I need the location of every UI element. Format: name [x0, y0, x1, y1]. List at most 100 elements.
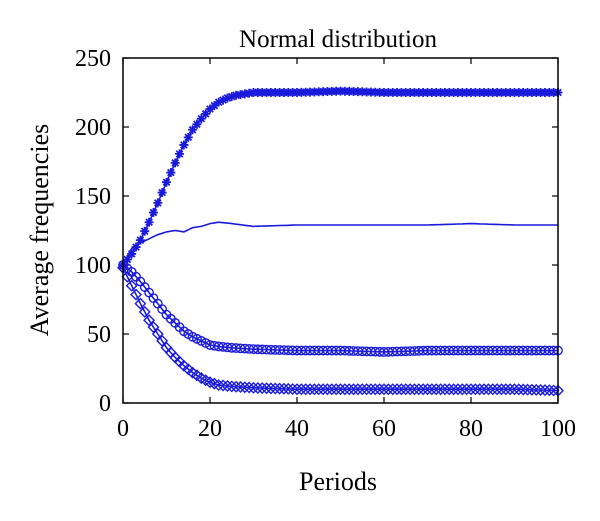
data-point: [534, 384, 547, 397]
data-point: [286, 383, 299, 396]
data-point: [395, 383, 408, 396]
plot-series: [117, 86, 564, 397]
series-line: [122, 90, 558, 266]
data-point: [135, 235, 145, 245]
data-point: [308, 383, 321, 396]
series-line: [122, 221, 558, 266]
y-tick-label: 100: [75, 253, 111, 279]
data-point: [347, 383, 360, 396]
data-point: [356, 383, 369, 396]
data-point: [251, 381, 264, 394]
data-point: [222, 93, 232, 103]
data-point: [425, 383, 438, 396]
data-point: [264, 382, 277, 395]
data-point: [404, 383, 417, 396]
data-point: [138, 305, 151, 318]
data-point: [243, 381, 256, 394]
data-point: [130, 288, 143, 301]
data-point: [491, 383, 504, 396]
data-point: [196, 114, 206, 124]
data-point: [547, 384, 560, 397]
data-point: [277, 382, 290, 395]
data-point: [144, 217, 154, 227]
data-point: [369, 383, 382, 396]
data-point: [183, 132, 193, 142]
data-point: [438, 383, 451, 396]
data-point: [209, 101, 219, 111]
data-point: [504, 383, 517, 396]
data-point: [218, 95, 228, 105]
data-point: [162, 177, 171, 187]
x-tick-label: 20: [198, 416, 222, 442]
data-point: [234, 381, 247, 393]
x-tick-label: 0: [117, 416, 129, 442]
data-point: [157, 188, 167, 198]
data-point: [131, 242, 141, 252]
data-point: [473, 383, 486, 396]
data-point: [214, 97, 224, 107]
data-point: [530, 383, 543, 396]
data-point: [525, 383, 538, 396]
data-point: [125, 279, 138, 292]
data-point: [269, 382, 282, 395]
data-point: [127, 249, 137, 259]
data-point: [351, 383, 364, 396]
data-point: [412, 383, 425, 396]
data-point: [325, 383, 338, 396]
x-tick-label: 60: [372, 416, 396, 442]
series-star: [118, 86, 563, 270]
data-point: [373, 383, 386, 396]
data-point: [499, 383, 512, 396]
data-point: [238, 381, 251, 394]
chart-title: Normal distribution: [239, 26, 437, 53]
data-point: [299, 383, 312, 396]
data-point: [304, 383, 317, 396]
data-point: [378, 383, 390, 396]
data-point: [495, 383, 508, 396]
data-point: [430, 383, 443, 396]
y-tick-label: 0: [99, 391, 111, 417]
data-point: [451, 383, 464, 396]
y-tick-label: 250: [75, 46, 111, 72]
data-point: [312, 383, 325, 396]
data-point: [543, 384, 556, 397]
x-tick-label: 100: [540, 416, 576, 442]
data-point: [321, 383, 334, 396]
data-point: [217, 379, 230, 392]
series-circle: [118, 260, 563, 357]
data-point: [170, 158, 180, 168]
data-point: [221, 379, 234, 392]
data-point: [478, 383, 491, 396]
data-point: [508, 383, 521, 396]
x-tick-label: 40: [285, 416, 309, 442]
y-axis-label: Average frequencies: [25, 124, 54, 336]
data-point: [291, 383, 303, 396]
data-point: [282, 382, 295, 395]
data-point: [225, 380, 238, 393]
data-point: [382, 383, 395, 396]
data-point: [460, 383, 473, 396]
data-point: [201, 109, 211, 119]
data-point: [256, 382, 269, 395]
y-tick-label: 50: [87, 322, 111, 348]
data-point: [517, 383, 530, 396]
data-point: [417, 383, 430, 396]
axis-ticks: 0 20 40 60 80 100 0 50 100 150 200 250: [75, 46, 576, 442]
data-point: [521, 383, 534, 396]
data-point: [140, 226, 150, 236]
data-point: [153, 198, 163, 208]
data-point: [434, 383, 447, 396]
y-tick-label: 200: [75, 115, 111, 141]
data-point: [148, 208, 158, 218]
data-point: [443, 383, 456, 396]
data-point: [482, 383, 495, 396]
data-point: [399, 383, 412, 396]
x-tick-label: 80: [459, 416, 483, 442]
plot-frame: [122, 57, 559, 404]
series-diamond: [117, 261, 564, 397]
data-point: [364, 383, 377, 396]
data-point: [538, 384, 551, 397]
data-point: [486, 383, 499, 396]
data-point: [175, 149, 185, 159]
